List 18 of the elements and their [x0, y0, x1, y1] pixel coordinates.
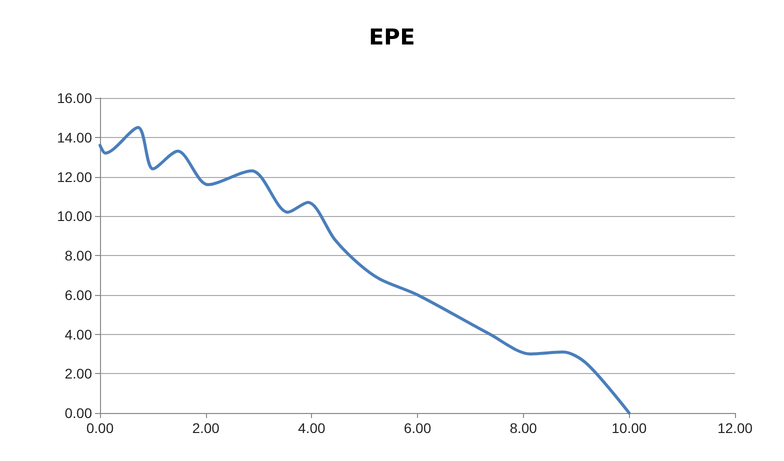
y-tick-label: 10.00 — [56, 208, 92, 224]
y-tick-label: 12.00 — [56, 168, 92, 185]
x-tick-label: 2.00 — [192, 420, 220, 436]
line-series — [98, 126, 631, 414]
x-tick-label: 0.00 — [86, 420, 114, 436]
x-tick-label: 8.00 — [510, 420, 538, 436]
chart-title: EPE — [368, 26, 416, 50]
y-tick-label: 0.00 — [64, 405, 92, 421]
y-tick-label: 16.00 — [56, 90, 92, 106]
x-tick-label: 4.00 — [298, 420, 326, 436]
y-tick-label: 2.00 — [64, 366, 92, 382]
x-tick-label: 12.00 — [717, 420, 753, 436]
x-tick-label: 6.00 — [404, 420, 432, 436]
x-tick-label: 10.00 — [612, 420, 647, 436]
y-tick-label: 8.00 — [64, 248, 92, 264]
y-tick-label: 6.00 — [64, 286, 92, 303]
y-tick-label: 4.00 — [64, 326, 92, 342]
y-tick-label: 14.00 — [56, 129, 92, 146]
